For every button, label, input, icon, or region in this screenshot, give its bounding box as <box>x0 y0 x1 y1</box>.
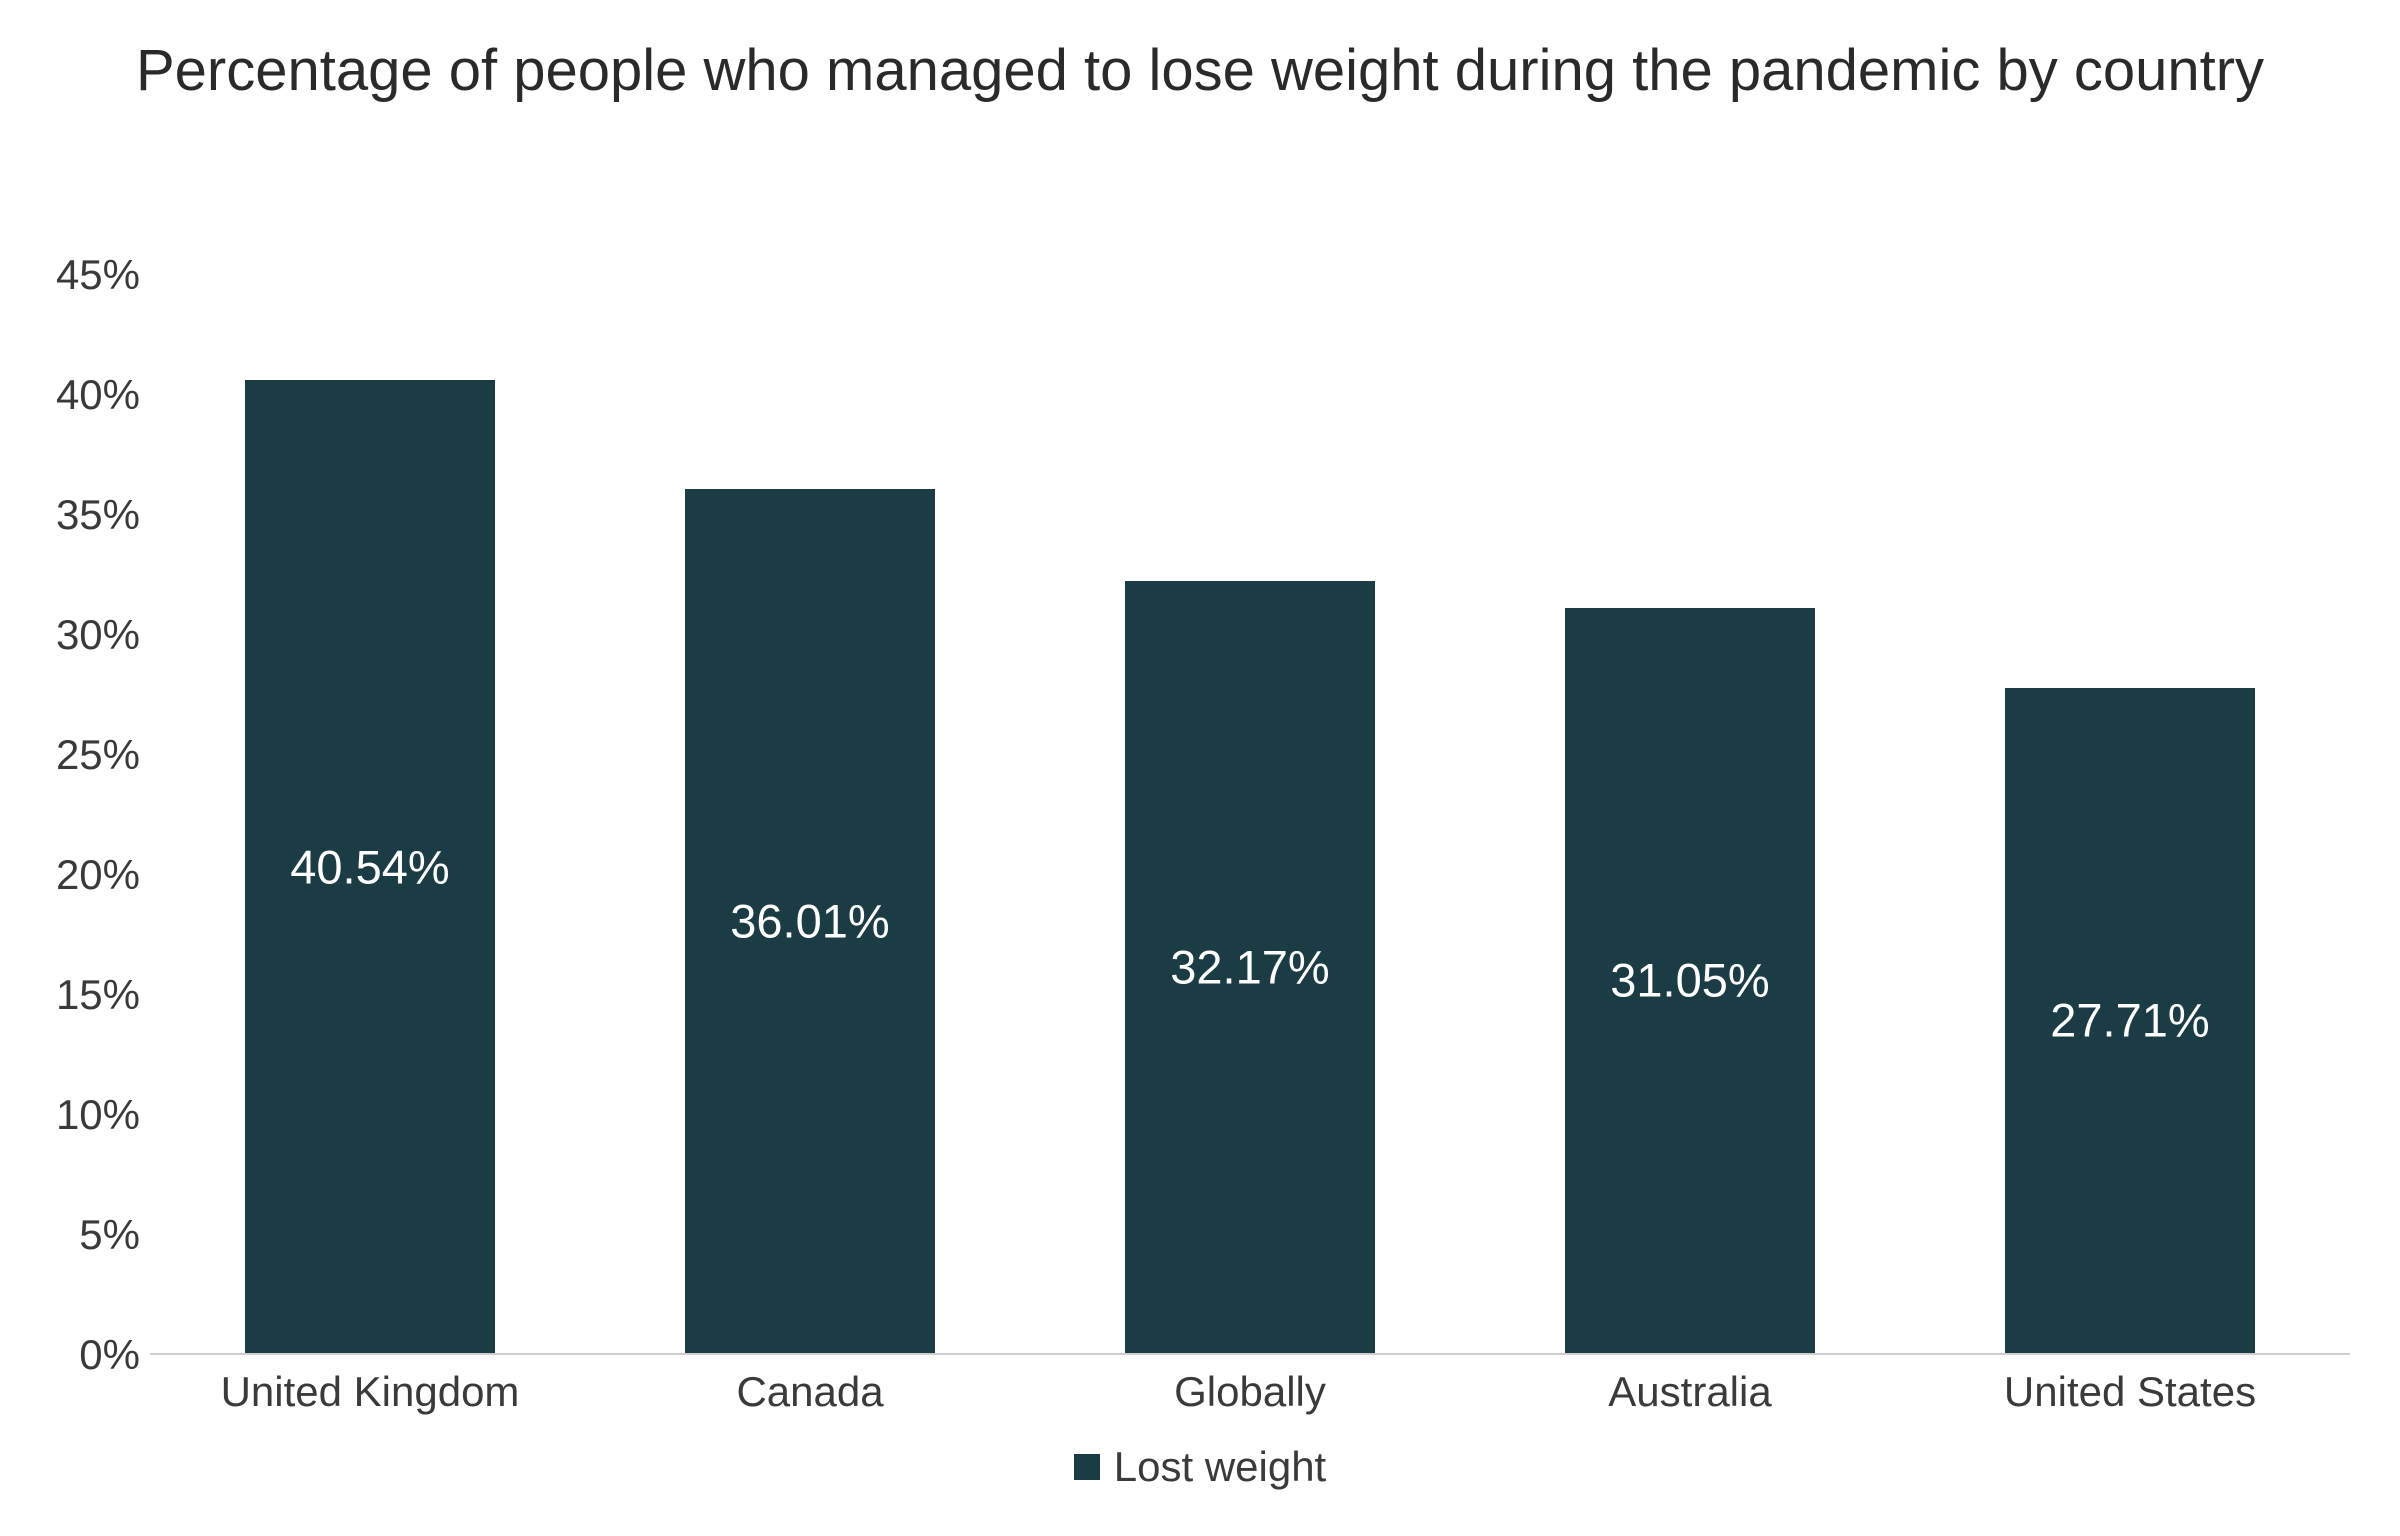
bar-value-label: 31.05% <box>1565 953 1816 1008</box>
bar: 27.71% <box>2005 688 2256 1353</box>
x-tick-label: United Kingdom <box>150 1368 590 1416</box>
x-tick-label: Australia <box>1470 1368 1910 1416</box>
y-tick-label: 45% <box>20 251 140 299</box>
y-tick-label: 15% <box>20 971 140 1019</box>
legend-swatch <box>1074 1454 1100 1480</box>
y-tick-label: 40% <box>20 371 140 419</box>
y-tick-label: 25% <box>20 731 140 779</box>
bar-value-label: 27.71% <box>2005 993 2256 1048</box>
x-tick-label: Globally <box>1030 1368 1470 1416</box>
y-tick-label: 35% <box>20 491 140 539</box>
bar: 32.17% <box>1125 581 1376 1353</box>
x-tick-label: Canada <box>590 1368 1030 1416</box>
x-tick-label: United States <box>1910 1368 2350 1416</box>
bar-value-label: 36.01% <box>685 893 936 948</box>
bar: 31.05% <box>1565 608 1816 1353</box>
y-tick-label: 0% <box>20 1331 140 1379</box>
y-tick-label: 20% <box>20 851 140 899</box>
y-tick-label: 30% <box>20 611 140 659</box>
bar: 40.54% <box>245 380 496 1353</box>
bar-value-label: 40.54% <box>245 839 496 894</box>
legend-label: Lost weight <box>1114 1443 1326 1490</box>
y-tick-label: 5% <box>20 1211 140 1259</box>
plot-area: 0%5%10%15%20%25%30%35%40%45%40.54%36.01%… <box>150 275 2350 1355</box>
chart-container: Percentage of people who managed to lose… <box>0 0 2400 1536</box>
legend: Lost weight <box>0 1440 2400 1491</box>
bar: 36.01% <box>685 489 936 1353</box>
y-tick-label: 10% <box>20 1091 140 1139</box>
chart-title: Percentage of people who managed to lose… <box>0 35 2400 108</box>
bar-value-label: 32.17% <box>1125 939 1376 994</box>
